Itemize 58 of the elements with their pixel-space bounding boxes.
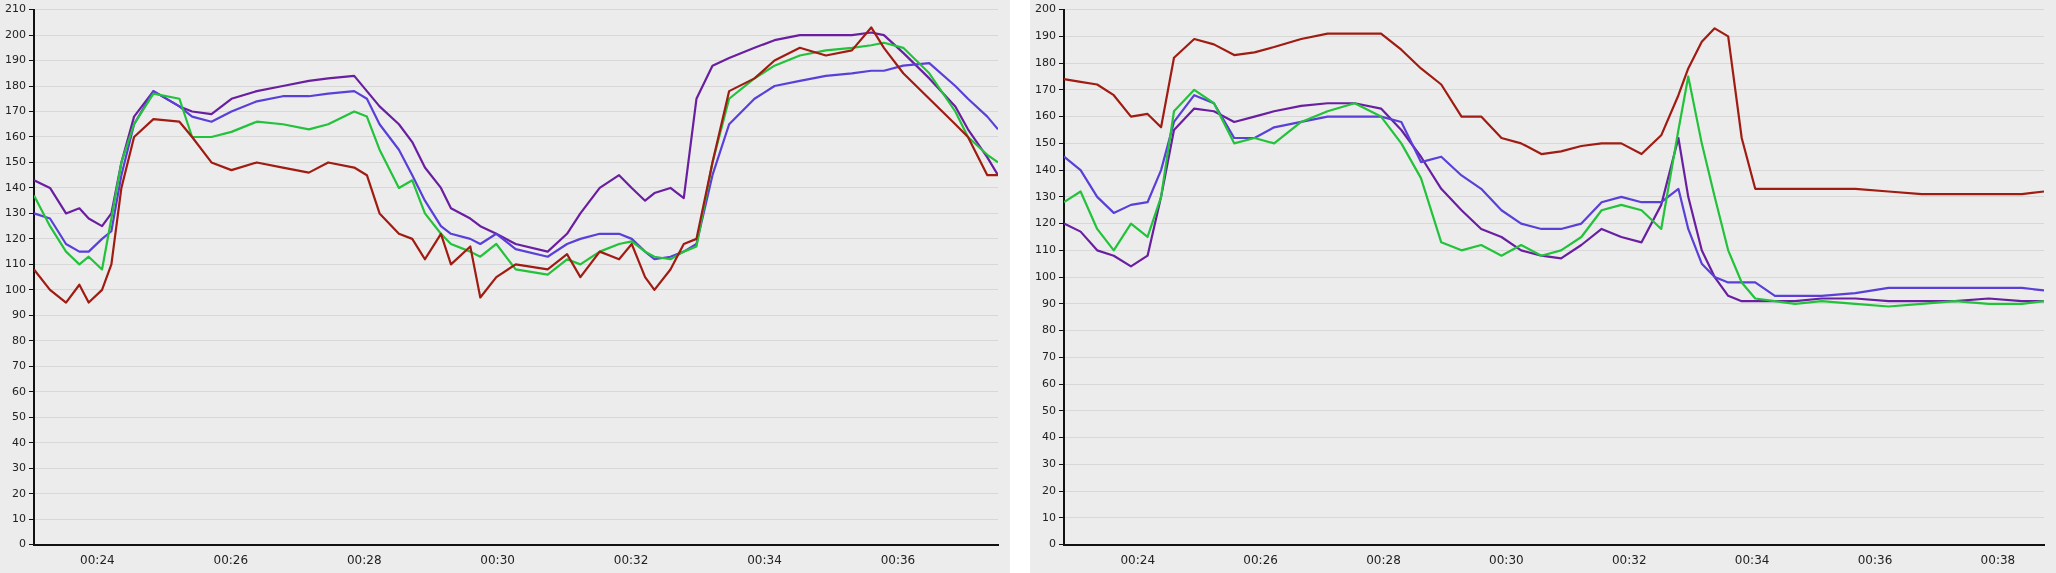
x-tick-label: 00:30 (1489, 552, 1524, 567)
y-tick-label: 190 (1035, 29, 1056, 43)
x-tick-label: 00:28 (346, 552, 382, 567)
x-tick-label: 00:36 (880, 552, 916, 567)
y-tick-label: 20 (1042, 483, 1056, 497)
y-tick-label: 70 (1042, 350, 1056, 364)
y-tick-label: 130 (5, 206, 26, 220)
y-tick-label: 190 (5, 53, 26, 67)
y-tick-label: 150 (5, 155, 26, 169)
y-tick-label: 170 (1035, 82, 1056, 96)
y-tick-label: 130 (1035, 189, 1056, 203)
y-tick-label: 170 (5, 104, 26, 118)
y-tick-label: 180 (5, 78, 26, 92)
y-tick-label: 90 (12, 308, 26, 322)
y-tick-label: 20 (12, 486, 26, 500)
y-tick-label: 10 (12, 511, 26, 525)
y-tick-label: 110 (1035, 243, 1056, 257)
y-tick-label: 180 (1035, 55, 1056, 69)
x-tick-label: 00:32 (613, 552, 649, 567)
y-tick-label: 210 (5, 2, 26, 16)
y-tick-label: 40 (1042, 430, 1056, 444)
y-tick-label: 120 (1035, 216, 1056, 230)
y-tick-label: 100 (5, 282, 26, 296)
y-tick-label: 10 (1042, 510, 1056, 524)
x-tick-label: 00:28 (1366, 552, 1401, 567)
y-tick-label: 160 (1035, 109, 1056, 123)
x-tick-label: 00:34 (747, 552, 782, 567)
y-tick-label: 70 (12, 359, 26, 373)
y-tick-label: 50 (1042, 403, 1056, 417)
y-tick-label: 80 (1042, 323, 1056, 337)
x-tick-label: 00:36 (1857, 552, 1893, 567)
y-tick-label: 80 (12, 333, 26, 347)
x-tick-label: 00:34 (1734, 552, 1770, 567)
y-tick-label: 30 (12, 461, 26, 475)
y-tick-label: 110 (5, 257, 26, 271)
y-tick-label: 120 (5, 231, 26, 245)
y-tick-label: 200 (1035, 2, 1056, 16)
x-tick-label: 00:32 (1611, 552, 1647, 567)
x-tick-label: 00:24 (80, 552, 115, 567)
y-tick-label: 60 (1042, 376, 1056, 390)
y-tick-label: 0 (19, 537, 26, 551)
y-tick-label: 90 (1042, 296, 1056, 310)
y-tick-label: 150 (1035, 136, 1056, 150)
y-tick-label: 100 (1035, 269, 1056, 283)
y-tick-label: 140 (5, 180, 26, 194)
x-tick-label: 00:38 (1980, 552, 2016, 567)
y-tick-label: 0 (1049, 537, 1056, 551)
y-tick-label: 140 (1035, 162, 1056, 176)
x-tick-label: 00:24 (1120, 552, 1156, 567)
x-tick-label: 00:26 (1243, 552, 1278, 567)
x-tick-label: 00:30 (480, 552, 515, 567)
y-tick-label: 40 (12, 435, 26, 449)
y-tick-label: 30 (1042, 457, 1056, 471)
x-tick-label: 00:26 (213, 552, 249, 567)
y-tick-label: 160 (5, 129, 26, 143)
y-tick-label: 60 (12, 384, 26, 398)
y-tick-label: 50 (12, 410, 26, 424)
y-tick-label: 200 (5, 27, 26, 41)
